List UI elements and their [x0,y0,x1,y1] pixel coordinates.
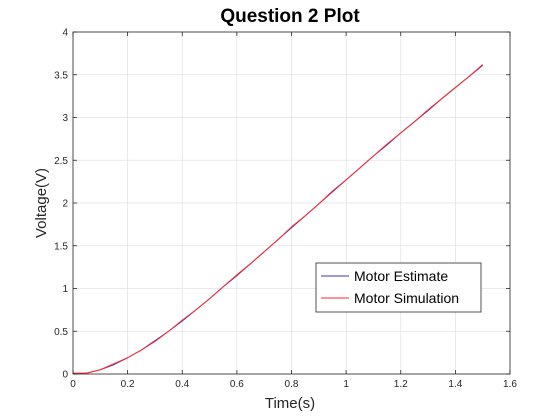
grid-lines [72,31,511,375]
legend-box [315,262,482,313]
x-tick-label: 0.2 [121,379,135,390]
y-tick-label: 3 [62,113,68,124]
x-tick-label: 1.2 [394,379,408,390]
x-axis-label: Time(s) [265,395,315,412]
x-tick-label: 0.8 [285,379,299,390]
x-tick-label: 1.4 [448,379,462,390]
series-layer [72,64,484,375]
legend: Motor Estimate Motor Simulation [315,262,482,313]
legend-label: Motor Estimate [354,268,448,284]
axis-ticks: 0 0.2 0.4 0.6 0.8 1 1.2 1.4 1.6 0 0.5 1 1.5 2 2.5 3 3.5 4 [54,28,517,391]
y-tick-label: 0 [62,370,68,381]
y-tick-label: 1.5 [54,241,68,252]
x-tick-label: 0.4 [175,379,189,390]
x-tick-label: 0 [70,379,76,390]
y-axis-label: Voltage(V) [33,168,50,238]
y-tick-label: 0.5 [54,327,68,338]
series-line-motor-simulation [73,64,484,374]
y-tick-label: 3.5 [54,70,68,81]
y-tick-label: 2 [62,199,68,210]
y-tick-label: 4 [62,28,68,39]
y-tick-label: 1 [62,284,68,295]
legend-label: Motor Simulation [354,290,459,306]
chart-title: Question 2 Plot [220,6,360,27]
x-tick-label: 1 [343,379,349,390]
x-tick-label: 0.6 [230,379,244,390]
y-tick-label: 2.5 [54,156,68,167]
plot-area: 0 0.2 0.4 0.6 0.8 1 1.2 1.4 1.6 0 0.5 1 1.5 2 2.5 3 3.5 4 [54,28,517,391]
x-tick-label: 1.6 [503,379,517,390]
